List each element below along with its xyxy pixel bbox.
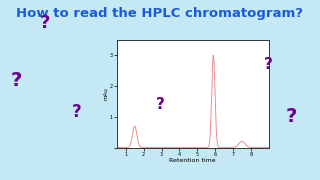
Text: ?: ? bbox=[72, 103, 82, 121]
Text: ?: ? bbox=[10, 71, 22, 91]
Text: How to read the HPLC chromatogram?: How to read the HPLC chromatogram? bbox=[17, 7, 303, 20]
Y-axis label: mAu: mAu bbox=[103, 87, 108, 100]
Text: ?: ? bbox=[264, 57, 273, 72]
Text: ?: ? bbox=[156, 97, 164, 112]
Text: ?: ? bbox=[285, 107, 297, 127]
Text: ?: ? bbox=[40, 14, 50, 32]
X-axis label: Retention time: Retention time bbox=[170, 158, 216, 163]
